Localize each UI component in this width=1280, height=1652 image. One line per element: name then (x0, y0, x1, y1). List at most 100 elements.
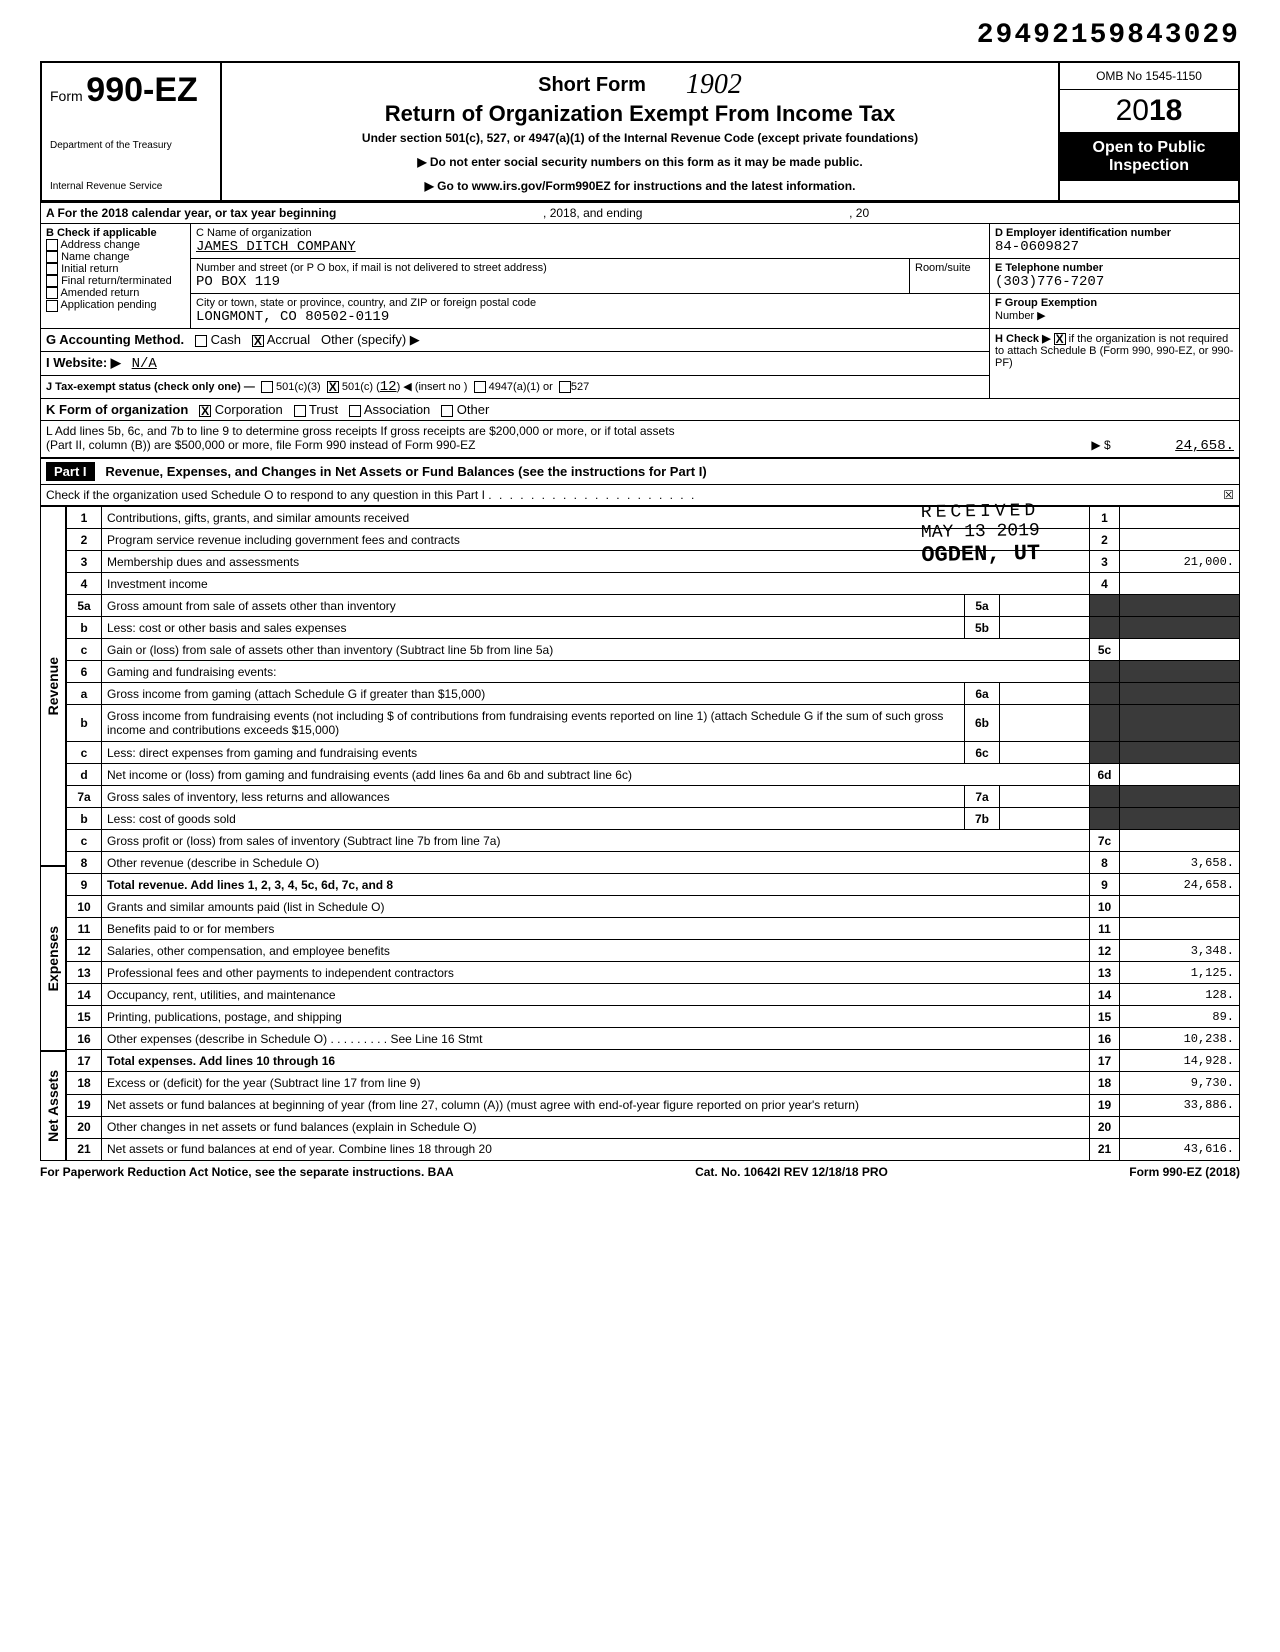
table-row: 6Gaming and fundraising events: (67, 661, 1240, 683)
under-section: Under section 501(c), 527, or 4947(a)(1)… (228, 131, 1052, 145)
inner-line-number: 6a (965, 683, 1000, 705)
line-number: 5a (67, 595, 102, 617)
checkbox-initial-return[interactable] (46, 263, 58, 275)
right-line-value: 24,658. (1120, 874, 1240, 896)
line-number: 21 (67, 1138, 102, 1160)
line-number: 4 (67, 573, 102, 595)
right-line-value: 21,000. (1120, 551, 1240, 573)
form-number: 990-EZ (86, 71, 198, 109)
right-line-value: 9,730. (1120, 1072, 1240, 1094)
shaded-cell (1120, 742, 1240, 764)
checkbox-accrual[interactable]: X (252, 335, 264, 347)
line-number: b (67, 617, 102, 639)
room-suite-label: Room/suite (915, 262, 984, 274)
inner-line-value (1000, 808, 1090, 830)
right-line-number: 5c (1090, 639, 1120, 661)
checkbox-trust[interactable] (294, 405, 306, 417)
right-line-number: 15 (1090, 1006, 1120, 1028)
inner-line-value (1000, 683, 1090, 705)
section-b-label: B Check if applicable (46, 227, 157, 239)
checkbox-other-org[interactable] (441, 405, 453, 417)
right-line-value (1120, 896, 1240, 918)
expenses-sidebar: Expenses (45, 926, 61, 991)
checkbox-sched-b[interactable]: X (1054, 333, 1066, 345)
right-line-value: 89. (1120, 1006, 1240, 1028)
shaded-cell (1120, 808, 1240, 830)
section-f-label: F Group Exemption (995, 297, 1097, 309)
right-line-number: 6d (1090, 764, 1120, 786)
table-row: 21Net assets or fund balances at end of … (67, 1138, 1240, 1160)
right-line-number: 4 (1090, 573, 1120, 595)
table-row: bGross income from fundraising events (n… (67, 705, 1240, 742)
checkbox-amended[interactable] (46, 287, 58, 299)
table-row: 17Total expenses. Add lines 10 through 1… (67, 1050, 1240, 1072)
line-description: Less: direct expenses from gaming and fu… (102, 742, 965, 764)
form-footer-number: Form 990-EZ (2018) (1129, 1165, 1240, 1179)
right-line-value (1120, 573, 1240, 595)
section-h-label: H Check ▶ (995, 333, 1051, 345)
tax-year: 2018 (1060, 90, 1238, 133)
part1-header: Part I (46, 462, 95, 481)
right-line-number: 7c (1090, 830, 1120, 852)
right-line-value: 3,658. (1120, 852, 1240, 874)
line-description: Investment income (102, 573, 1090, 595)
shaded-cell (1090, 595, 1120, 617)
checkbox-501c[interactable]: X (327, 381, 339, 393)
line-number: 15 (67, 1006, 102, 1028)
right-line-value (1120, 918, 1240, 940)
table-row: 1Contributions, gifts, grants, and simil… (67, 507, 1240, 529)
section-g-label: G Accounting Method. (46, 332, 184, 347)
inner-line-value (1000, 617, 1090, 639)
ein-value: 84-0609827 (995, 239, 1234, 255)
line-description: Gain or (loss) from sale of assets other… (102, 639, 1090, 661)
checkbox-cash[interactable] (195, 335, 207, 347)
right-line-value: 128. (1120, 984, 1240, 1006)
inner-line-number: 7a (965, 786, 1000, 808)
right-line-number: 16 (1090, 1028, 1120, 1050)
city-value: LONGMONT, CO 80502-0119 (196, 309, 984, 325)
line-description: Printing, publications, postage, and shi… (102, 1006, 1090, 1028)
right-line-number: 21 (1090, 1138, 1120, 1160)
line-number: 3 (67, 551, 102, 573)
line-number: 1 (67, 507, 102, 529)
right-line-value: 10,238. (1120, 1028, 1240, 1050)
checkbox-name-change[interactable] (46, 251, 58, 263)
form-header: Form 990-EZ Department of the Treasury I… (40, 61, 1240, 202)
right-line-number: 12 (1090, 940, 1120, 962)
form-footer: For Paperwork Reduction Act Notice, see … (40, 1165, 1240, 1179)
inner-line-number: 6c (965, 742, 1000, 764)
checkbox-pending[interactable] (46, 300, 58, 312)
right-line-value (1120, 764, 1240, 786)
section-k-label: K Form of organization (46, 402, 188, 417)
table-row: 10Grants and similar amounts paid (list … (67, 896, 1240, 918)
checkbox-corp[interactable]: X (199, 405, 211, 417)
checkbox-4947[interactable] (474, 381, 486, 393)
line-description: Other revenue (describe in Schedule O) (102, 852, 1090, 874)
checkbox-527[interactable] (559, 381, 571, 393)
inner-line-number: 5b (965, 617, 1000, 639)
table-row: 20Other changes in net assets or fund ba… (67, 1116, 1240, 1138)
line-description: Less: cost or other basis and sales expe… (102, 617, 965, 639)
right-line-number: 11 (1090, 918, 1120, 940)
checkbox-final-return[interactable] (46, 275, 58, 287)
table-row: 13Professional fees and other payments t… (67, 962, 1240, 984)
checkbox-assoc[interactable] (349, 405, 361, 417)
line-description: Professional fees and other payments to … (102, 962, 1090, 984)
right-line-value (1120, 639, 1240, 661)
catalog-number: Cat. No. 10642I REV 12/18/18 PRO (695, 1165, 888, 1179)
open-public-badge: Open to Public Inspection (1060, 133, 1238, 181)
right-line-value: 14,928. (1120, 1050, 1240, 1072)
right-line-value (1120, 529, 1240, 551)
checkbox-501c3[interactable] (261, 381, 273, 393)
line-description: Net assets or fund balances at end of ye… (102, 1138, 1090, 1160)
line-number: c (67, 742, 102, 764)
line-description: Gaming and fundraising events: (102, 661, 1090, 683)
right-line-number: 20 (1090, 1116, 1120, 1138)
shaded-cell (1090, 742, 1120, 764)
shaded-cell (1120, 617, 1240, 639)
shaded-cell (1120, 595, 1240, 617)
line-number: 12 (67, 940, 102, 962)
line-description: Net assets or fund balances at beginning… (102, 1094, 1090, 1116)
line-number: 6 (67, 661, 102, 683)
checkbox-address-change[interactable] (46, 239, 58, 251)
